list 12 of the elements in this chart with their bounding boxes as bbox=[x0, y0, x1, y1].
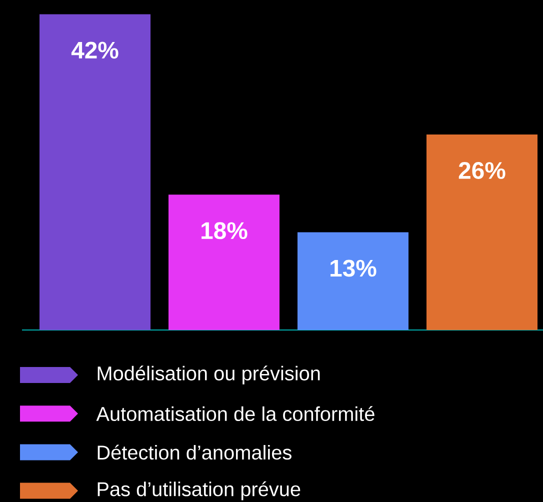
data-label: 42% bbox=[71, 42, 118, 59]
bar bbox=[40, 14, 151, 330]
data-label: 26% bbox=[458, 162, 506, 179]
legend-label: Détection d’anomalies bbox=[98, 444, 292, 460]
legend-label: Pas d’utilisation prévue bbox=[98, 481, 300, 500]
legend-label: Automatisation de la conformité bbox=[96, 406, 374, 422]
bar bbox=[168, 194, 280, 330]
bar bbox=[297, 232, 408, 330]
bar bbox=[426, 134, 538, 330]
data-label: 13% bbox=[330, 260, 376, 277]
data-label: 18% bbox=[202, 222, 248, 240]
legend-label: Modélisation ou prévision bbox=[98, 366, 320, 384]
